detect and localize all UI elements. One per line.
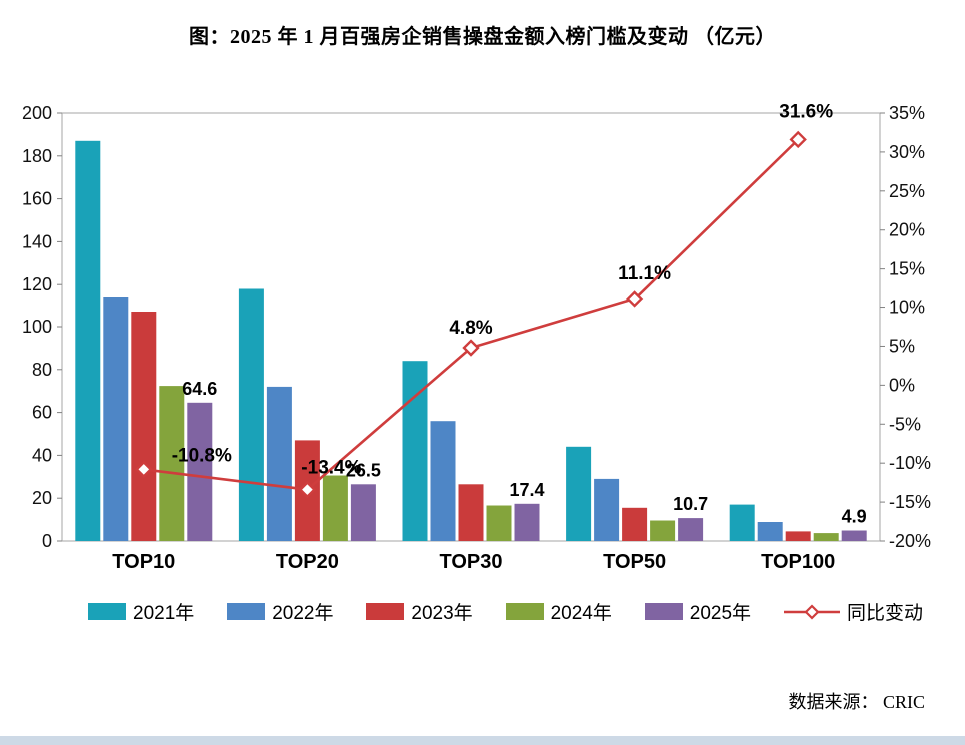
x-axis-label: TOP10 [112,551,175,573]
left-axis-label: 140 [22,231,52,251]
legend-label: 同比变动 [846,603,923,624]
diamond-marker-icon [625,290,644,308]
diamond-marker-icon [789,130,807,149]
left-axis-label: 180 [22,146,52,166]
line-value-label: 4.8% [449,318,492,339]
right-axis-label: 30% [889,142,925,162]
x-axis-label: TOP20 [276,551,339,573]
bar-2021年 [75,140,101,542]
x-axis-label: TOP50 [603,551,666,573]
bar-2025年 [350,484,376,541]
right-axis-label: 0% [889,375,915,395]
legend-swatch [366,603,405,620]
left-axis-label: 60 [32,403,52,423]
bar-value-label: 26.5 [346,460,381,480]
legend-label: 2023年 [411,603,473,624]
line-value-label: -10.8% [172,445,232,466]
bar-2022年 [594,478,620,541]
right-axis-label: 5% [889,336,915,356]
left-axis-label: 160 [22,189,52,209]
left-axis-label: 120 [22,274,52,294]
diamond-marker-icon [462,339,480,357]
right-axis-label: 25% [889,181,925,201]
line-value-label: 11.1% [618,263,671,284]
bar-value-label: 64.6 [182,379,217,399]
legend-swatch [644,603,683,620]
bar-2022年 [266,386,292,541]
line-value-label: -13.4% [301,458,361,479]
legend-item: 2024年 [505,598,612,625]
bar-2023年 [131,312,157,541]
bar-value-label: 10.7 [673,494,708,514]
legend-label: 2022年 [272,603,334,624]
bar-2025年 [514,503,540,541]
bar-value-label: 17.4 [509,480,544,500]
legend-item-line: 同比变动 [783,598,923,625]
right-axis-label: 20% [889,220,925,240]
right-axis-label: -10% [889,453,931,473]
bar-2023年 [458,484,484,541]
chart-title: 图：2025 年 1 月百强房企销售操盘金额入榜门槛及变动 （亿元） [189,26,776,48]
bar-2024年 [813,533,839,541]
legend-swatch [88,603,126,620]
bar-2025年 [187,402,213,541]
diamond-marker-icon [135,460,153,479]
legend-line-marker-icon [783,603,840,620]
line-value-label: 31.6% [779,101,833,122]
x-axis-label: TOP30 [440,551,503,573]
bar-2024年 [486,505,512,541]
left-axis-label: 20 [32,488,52,508]
bar-2024年 [322,475,348,541]
bar-2021年 [566,446,592,541]
right-axis-label: 10% [889,298,925,318]
bar-2022年 [103,297,129,541]
right-axis-label: -20% [889,531,931,551]
legend-swatch [505,603,544,620]
right-axis-label: -5% [889,414,921,434]
bar-2024年 [159,386,185,541]
data-source: 数据来源： CRIC [788,692,925,712]
bar-2021年 [729,504,755,541]
bar-2021年 [402,361,428,541]
bar-2023年 [622,507,648,541]
left-axis-label: 80 [32,360,52,380]
left-axis-label: 40 [32,445,52,465]
legend-label: 2025年 [689,603,752,624]
right-axis-label: 35% [889,103,925,123]
legend-item: 2022年 [227,598,333,625]
bottom-strip [0,736,965,745]
chart-legend: 2021年 2022年 2023年 2024年 2025年 同比变动 [88,598,923,625]
legend-label: 2024年 [550,603,612,624]
bar-2023年 [785,531,811,541]
left-axis-label: 200 [22,103,52,123]
bar-2025年 [841,530,867,541]
left-axis-label: 0 [42,531,52,551]
legend-label: 2021年 [133,603,195,624]
legend-swatch [227,603,266,620]
x-axis-label: TOP100 [761,551,835,573]
combo-chart-svg: 0 20 40 60 80 100 120 140 160 180 200 -20% -15% -10% -… [22,101,931,573]
left-axis-label: 100 [22,317,52,337]
legend-item: 2021年 [88,598,194,625]
bar-2021年 [238,288,264,541]
legend-item: 2025年 [644,598,752,625]
right-axis-label: 15% [889,259,925,279]
right-axis-label: -15% [889,492,931,512]
bar-2022年 [430,421,456,541]
diamond-marker-icon [298,480,317,499]
bar-2025年 [678,518,704,541]
legend-item: 2023年 [366,598,473,625]
bar-value-label: 4.9 [842,507,867,527]
bar-2022年 [757,522,783,541]
bar-2024年 [650,520,676,541]
